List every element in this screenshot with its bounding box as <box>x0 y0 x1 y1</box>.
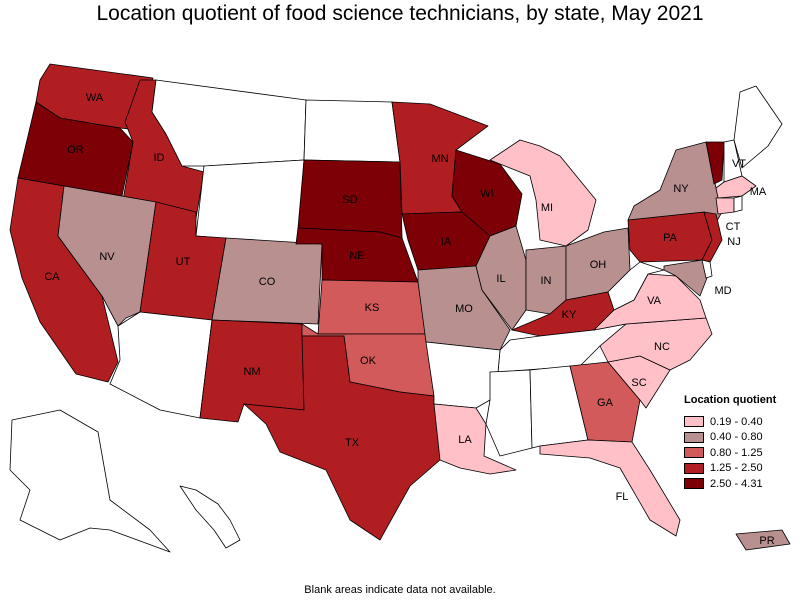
state-WV[interactable] <box>607 261 665 311</box>
legend-item: 0.80 - 1.25 <box>684 445 794 461</box>
state-label-MN: MN <box>431 153 448 165</box>
state-label-PA: PA <box>663 232 678 244</box>
state-DE[interactable] <box>701 259 713 279</box>
state-WY[interactable] <box>195 159 305 245</box>
state-label-CT: CT <box>726 221 741 233</box>
legend-item: 1.25 - 2.50 <box>684 461 794 477</box>
state-label-ID: ID <box>154 152 165 164</box>
state-label-SC: SC <box>631 377 646 389</box>
legend-item: 0.19 - 0.40 <box>684 414 794 430</box>
legend-swatch <box>684 462 704 474</box>
state-label-MA: MA <box>750 186 767 198</box>
legend-label: 0.40 - 0.80 <box>710 431 763 444</box>
state-label-NM: NM <box>243 366 260 378</box>
state-label-NC: NC <box>654 341 670 353</box>
state-label-SD: SD <box>342 194 357 206</box>
state-GA[interactable] <box>569 361 641 443</box>
state-VT[interactable] <box>705 141 725 185</box>
state-label-IN: IN <box>541 275 552 287</box>
state-AZ[interactable] <box>109 311 213 419</box>
legend-item: 2.50 - 4.31 <box>684 476 794 492</box>
state-label-TX: TX <box>345 437 360 449</box>
state-label-MD: MD <box>714 285 731 297</box>
state-label-OR: OR <box>67 144 84 156</box>
state-HI[interactable] <box>179 485 241 549</box>
state-label-FL: FL <box>616 491 629 503</box>
state-label-WI: WI <box>480 188 493 200</box>
state-label-OK: OK <box>360 355 377 367</box>
state-label-NJ: NJ <box>727 236 740 248</box>
state-label-LA: LA <box>458 434 472 446</box>
legend-label: 1.25 - 2.50 <box>710 462 763 475</box>
state-label-CA: CA <box>44 271 60 283</box>
state-IL[interactable] <box>475 225 527 331</box>
state-ND[interactable] <box>303 99 401 163</box>
legend-label: 2.50 - 4.31 <box>710 477 763 490</box>
state-PR[interactable] <box>735 529 791 551</box>
state-RI[interactable] <box>733 195 743 213</box>
state-label-MI: MI <box>541 202 553 214</box>
state-label-WA: WA <box>86 92 104 104</box>
state-label-CO: CO <box>259 276 276 288</box>
state-AK[interactable] <box>9 409 171 553</box>
state-label-IL: IL <box>496 273 505 285</box>
footnote: Blank areas indicate data not available. <box>304 584 496 596</box>
legend-label: 0.80 - 1.25 <box>710 446 763 459</box>
state-CO[interactable] <box>211 237 323 325</box>
legend-swatch <box>684 447 704 459</box>
state-label-GA: GA <box>597 397 614 409</box>
state-CT[interactable] <box>715 197 735 215</box>
state-ME[interactable] <box>733 85 783 169</box>
state-LA[interactable] <box>433 403 517 475</box>
state-MI[interactable] <box>489 139 597 247</box>
legend: Location quotient 0.19 - 0.40 0.40 - 0.8… <box>684 394 794 492</box>
state-label-PR: PR <box>759 535 774 547</box>
state-label-VT: VT <box>732 158 746 170</box>
state-AR[interactable] <box>425 341 501 409</box>
legend-item: 0.40 - 0.80 <box>684 430 794 446</box>
legend-swatch <box>684 416 704 428</box>
state-label-UT: UT <box>176 256 191 268</box>
state-label-NV: NV <box>99 251 115 263</box>
legend-swatch <box>684 431 704 443</box>
legend-swatch <box>684 478 704 490</box>
state-TX[interactable] <box>243 335 441 541</box>
state-label-KS: KS <box>365 302 380 314</box>
state-label-NY: NY <box>673 183 689 195</box>
state-label-NE: NE <box>349 250 364 262</box>
legend-title: Location quotient <box>684 394 777 406</box>
state-label-OH: OH <box>590 259 607 271</box>
map-title: Location quotient of food science techni… <box>96 2 704 25</box>
state-FL[interactable] <box>539 439 681 537</box>
state-label-KY: KY <box>562 309 577 321</box>
state-label-IA: IA <box>441 236 452 248</box>
legend-label: 0.19 - 0.40 <box>710 415 763 428</box>
state-MS[interactable] <box>485 369 533 457</box>
state-label-VA: VA <box>647 295 662 307</box>
state-label-MO: MO <box>455 303 473 315</box>
